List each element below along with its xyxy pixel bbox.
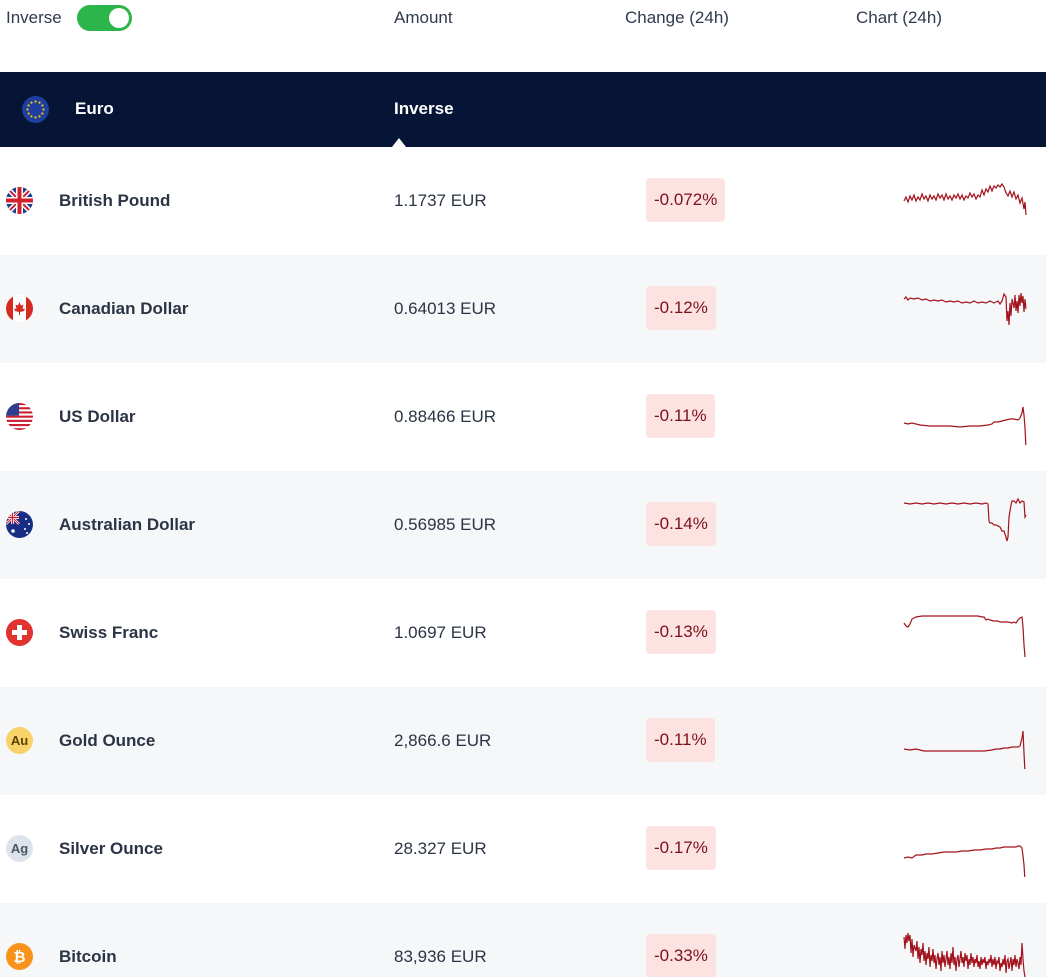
base-currency-name[interactable]: Euro: [75, 99, 114, 118]
table-row[interactable]: Au Gold Ounce 2,866.6 EUR -0.11%: [0, 687, 1046, 795]
currency-amount: 1.0697 EUR: [394, 623, 487, 642]
change-badge: -0.14%: [646, 502, 716, 546]
base-currency-header: Euro Inverse: [0, 72, 1046, 147]
toggle-knob: [109, 8, 129, 28]
sparkline-chart: [903, 497, 1027, 542]
bitcoin-icon: ₿: [6, 943, 33, 970]
table-row[interactable]: US Dollar 0.88466 EUR -0.11%: [0, 363, 1046, 471]
svg-text:₿: ₿: [13, 948, 25, 966]
canada-flag-icon: [6, 295, 33, 322]
currency-amount: 83,936 EUR: [394, 947, 487, 966]
gold-icon: Au: [6, 727, 33, 754]
currency-name[interactable]: British Pound: [59, 191, 171, 210]
currency-name[interactable]: Swiss Franc: [59, 623, 159, 642]
table-row[interactable]: Australian Dollar 0.56985 EUR -0.14%: [0, 471, 1046, 579]
sparkline-chart: [903, 406, 1027, 445]
table-row[interactable]: British Pound 1.1737 EUR -0.072%: [0, 147, 1046, 255]
currency-amount: 0.64013 EUR: [394, 299, 497, 318]
sparkline-chart: [903, 932, 1026, 977]
swiss-flag-icon: [6, 619, 33, 646]
column-header-chart: Chart (24h): [856, 8, 942, 27]
inverse-toggle[interactable]: [77, 5, 132, 31]
currency-amount: 0.56985 EUR: [394, 515, 497, 534]
change-badge: -0.17%: [646, 826, 716, 870]
change-badge: -0.12%: [646, 286, 716, 330]
currency-name[interactable]: Australian Dollar: [59, 515, 196, 534]
table-toolbar: Inverse Amount Change (24h) Chart (24h): [0, 0, 1046, 72]
sparkline-chart: [903, 845, 1026, 877]
currency-amount: 0.88466 EUR: [394, 407, 497, 426]
currency-amount: 28.327 EUR: [394, 839, 487, 858]
currency-amount: 1.1737 EUR: [394, 191, 487, 210]
sparkline-chart: [903, 292, 1027, 326]
table-row[interactable]: Ag Silver Ounce 28.327 EUR -0.17%: [0, 795, 1046, 903]
sparkline-chart: [903, 615, 1026, 658]
table-row[interactable]: Swiss Franc 1.0697 EUR -0.13%: [0, 579, 1046, 687]
active-tab-indicator: [392, 138, 406, 147]
inverse-label: Inverse: [6, 8, 62, 27]
change-badge: -0.33%: [646, 934, 716, 977]
currency-table: British Pound 1.1737 EUR -0.072% Canadia…: [0, 147, 1046, 977]
column-header-amount: Amount: [394, 8, 453, 27]
eu-flag-icon: [22, 96, 49, 123]
us-flag-icon: [6, 403, 33, 430]
change-badge: -0.13%: [646, 610, 716, 654]
currency-name[interactable]: Gold Ounce: [59, 731, 156, 750]
sparkline-chart: [903, 182, 1027, 216]
currency-name[interactable]: US Dollar: [59, 407, 136, 426]
table-row[interactable]: Canadian Dollar 0.64013 EUR -0.12%: [0, 255, 1046, 363]
australia-flag-icon: [6, 511, 33, 538]
tab-inverse[interactable]: Inverse: [394, 99, 454, 118]
change-badge: -0.11%: [646, 394, 715, 438]
table-row[interactable]: ₿ Bitcoin 83,936 EUR -0.33%: [0, 903, 1046, 977]
currency-amount: 2,866.6 EUR: [394, 731, 492, 750]
sparkline-chart: [903, 730, 1026, 769]
uk-flag-icon: [6, 187, 33, 214]
silver-icon: Ag: [6, 835, 33, 862]
change-badge: -0.11%: [646, 718, 715, 762]
currency-name[interactable]: Silver Ounce: [59, 839, 163, 858]
change-badge: -0.072%: [646, 178, 726, 222]
currency-name[interactable]: Bitcoin: [59, 947, 117, 966]
column-header-change: Change (24h): [625, 8, 729, 27]
currency-name[interactable]: Canadian Dollar: [59, 299, 189, 318]
